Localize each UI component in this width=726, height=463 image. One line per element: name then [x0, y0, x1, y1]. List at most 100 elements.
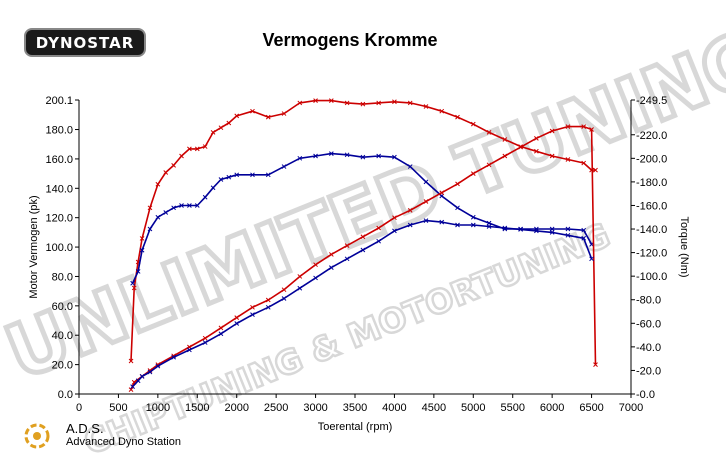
series-point — [439, 190, 445, 196]
series-point — [549, 230, 555, 235]
series-point — [589, 127, 594, 132]
series-point — [565, 124, 571, 129]
x-tick-label: 0 — [76, 402, 82, 414]
series-point — [502, 137, 508, 142]
series-line-3 — [130, 125, 597, 390]
series-point — [210, 185, 216, 191]
series-point — [147, 369, 153, 375]
series-point — [171, 354, 176, 360]
series-point — [486, 130, 492, 135]
series-point — [281, 111, 287, 116]
series-point — [234, 321, 240, 326]
series-point — [328, 252, 334, 257]
series-group — [128, 98, 598, 392]
x-tick-label: 6000 — [540, 402, 564, 414]
series-point — [218, 331, 224, 337]
series-point — [281, 164, 287, 169]
series-point — [392, 215, 397, 221]
series-point — [250, 312, 255, 318]
x-tick-label: 5500 — [500, 402, 524, 414]
series-point — [376, 225, 382, 231]
y-right-tick-label: -80.0 — [636, 295, 661, 307]
series-point — [234, 172, 240, 178]
y-right-tick-label: -200.0 — [636, 153, 667, 165]
ads-subtitle: Advanced Dyno Station — [66, 436, 181, 448]
series-point — [534, 148, 539, 154]
chart-title: Vermogens Kromme — [262, 30, 438, 50]
x-tick-label: 2000 — [224, 402, 248, 414]
series-point — [313, 153, 318, 159]
series-point — [360, 154, 366, 160]
series-point — [130, 384, 135, 390]
series-point — [376, 153, 382, 159]
series-point — [407, 207, 413, 213]
series-point — [360, 101, 366, 107]
series-point — [281, 287, 287, 293]
y-right-tick-label: -20.0 — [636, 365, 661, 377]
series-point — [328, 265, 334, 270]
series-point — [328, 151, 334, 156]
series-point — [234, 113, 240, 119]
series-line-1 — [130, 99, 596, 362]
series-point — [502, 153, 508, 159]
series-point — [376, 100, 382, 106]
series-point — [147, 205, 153, 211]
series-point — [455, 181, 460, 187]
y-right-tick-label: -100.0 — [636, 271, 667, 283]
series-point — [281, 296, 287, 301]
series-point — [344, 243, 350, 248]
series-point — [234, 315, 240, 320]
y-right-tick-label: -40.0 — [636, 342, 661, 354]
x-tick-label: 4000 — [382, 402, 406, 414]
series-point — [360, 247, 366, 253]
series-point — [455, 114, 460, 120]
series-point — [423, 218, 429, 223]
series-point — [147, 226, 153, 232]
series-point — [131, 285, 137, 291]
series-point — [202, 144, 208, 149]
series-point — [297, 274, 303, 279]
series-point — [534, 228, 539, 234]
x-tick-label: 1000 — [146, 402, 170, 414]
series-point — [486, 162, 492, 168]
series-point — [155, 363, 161, 369]
series-point — [128, 387, 134, 392]
series-point — [581, 124, 587, 129]
series-point — [226, 174, 232, 180]
y-left-tick-label: 160.0 — [45, 154, 73, 166]
series-point — [423, 179, 429, 185]
series-point — [194, 203, 200, 208]
series-point — [265, 297, 271, 303]
x-tick-label: 4500 — [422, 402, 446, 414]
series-point — [549, 128, 555, 134]
series-point — [202, 194, 208, 200]
series-point — [470, 121, 476, 127]
ads-brand: A.D.S. — [66, 421, 104, 436]
series-point — [179, 153, 184, 159]
series-point — [439, 108, 445, 114]
series-point — [455, 222, 460, 228]
series-point — [344, 100, 350, 106]
series-point — [210, 130, 216, 135]
y-right-tick-label: -249.5 — [636, 95, 667, 107]
series-point — [187, 203, 192, 208]
series-point — [360, 234, 366, 240]
series-point — [194, 146, 200, 152]
series-point — [218, 325, 224, 331]
series-point — [502, 225, 508, 231]
series-point — [226, 120, 232, 126]
x-tick-label: 5000 — [461, 402, 485, 414]
series-point — [202, 340, 208, 345]
series-point — [171, 163, 176, 168]
y-right-tick-label: -60.0 — [636, 318, 661, 330]
series-point — [218, 177, 224, 182]
logo-text: DYNOSTAR — [35, 33, 135, 52]
y-right-tick-label: -160.0 — [636, 200, 667, 212]
series-point — [392, 228, 397, 234]
series-point — [470, 214, 476, 220]
series-point — [297, 285, 303, 291]
series-point — [130, 280, 135, 286]
y-left-tick-label: 20.0 — [52, 360, 73, 372]
